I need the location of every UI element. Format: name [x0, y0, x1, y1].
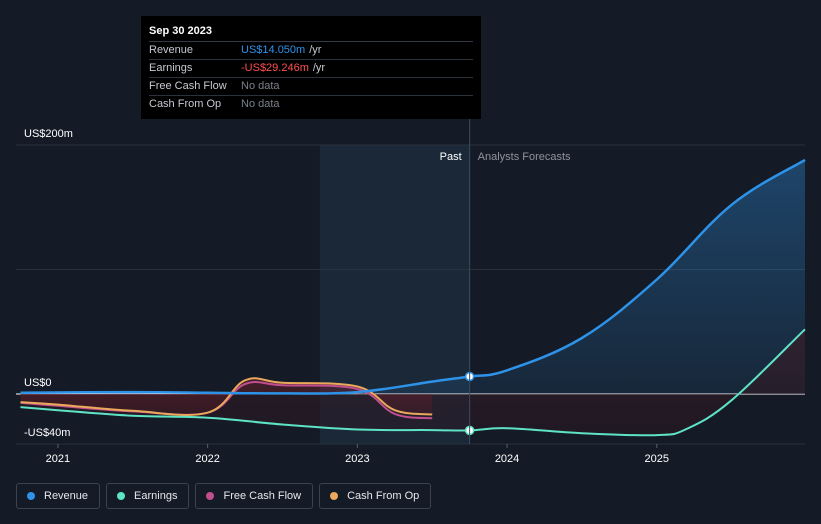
tooltip: Sep 30 2023 Revenue US$14.050m /yr Earni…: [141, 16, 481, 119]
legend-label: Revenue: [44, 490, 89, 502]
earnings-line: [20, 328, 806, 437]
x-tick-label: 2022: [195, 453, 219, 465]
cash-from-op-line: [20, 377, 433, 416]
past-label: Past: [440, 151, 462, 163]
legend-label: Earnings: [134, 490, 178, 502]
tooltip-value: -US$29.246m: [241, 62, 309, 74]
tooltip-value: No data: [241, 80, 280, 92]
y-tick-label: US$200m: [24, 128, 73, 140]
tooltip-date: Sep 30 2023: [149, 24, 473, 42]
tooltip-row-revenue: Revenue US$14.050m /yr: [149, 42, 473, 60]
legend-item-free-cash-flow[interactable]: Free Cash Flow: [195, 483, 314, 509]
revenue-dot-icon: [27, 492, 35, 500]
x-tick-label: 2024: [495, 453, 519, 465]
free-cash-flow-line: [20, 381, 433, 420]
legend: Revenue Earnings Free Cash Flow Cash Fro…: [16, 483, 432, 509]
tooltip-label: Cash From Op: [149, 98, 222, 110]
tooltip-label: Free Cash Flow: [149, 80, 227, 92]
legend-item-revenue[interactable]: Revenue: [16, 483, 101, 509]
x-tick-label: 2021: [46, 453, 70, 465]
tooltip-unit: /yr: [309, 44, 322, 56]
tooltip-value: US$14.050m: [241, 44, 306, 56]
x-tick-label: 2023: [345, 453, 369, 465]
legend-label: Free Cash Flow: [223, 490, 302, 502]
forecast-label: Analysts Forecasts: [478, 151, 571, 163]
legend-label: Cash From Op: [347, 490, 420, 502]
y-tick-label: -US$40m: [24, 427, 70, 439]
tooltip-unit: /yr: [312, 62, 326, 74]
earnings-dot-icon: [117, 492, 126, 500]
legend-item-earnings[interactable]: Earnings: [106, 483, 190, 509]
legend-item-cash-from-op[interactable]: Cash From Op: [319, 483, 432, 509]
revenue-line: [20, 158, 806, 395]
free-cash-flow-dot-icon: [206, 492, 215, 500]
tooltip-label: Revenue: [149, 44, 194, 56]
tooltip-row-free-cash-flow: Free Cash Flow No data: [149, 78, 473, 96]
tooltip-row-cash-from-op: Cash From Op No data: [149, 96, 473, 113]
y-tick-label: US$0: [24, 377, 52, 389]
tooltip-value: No data: [241, 98, 280, 110]
tooltip-label: Earnings: [149, 62, 193, 74]
cash-from-op-area: [20, 378, 433, 415]
revenue-area: [20, 159, 805, 394]
tooltip-row-earnings: Earnings -US$29.246m /yr: [149, 60, 473, 78]
x-tick-label: 2025: [645, 453, 669, 465]
cash-from-op-dot-icon: [330, 492, 339, 500]
